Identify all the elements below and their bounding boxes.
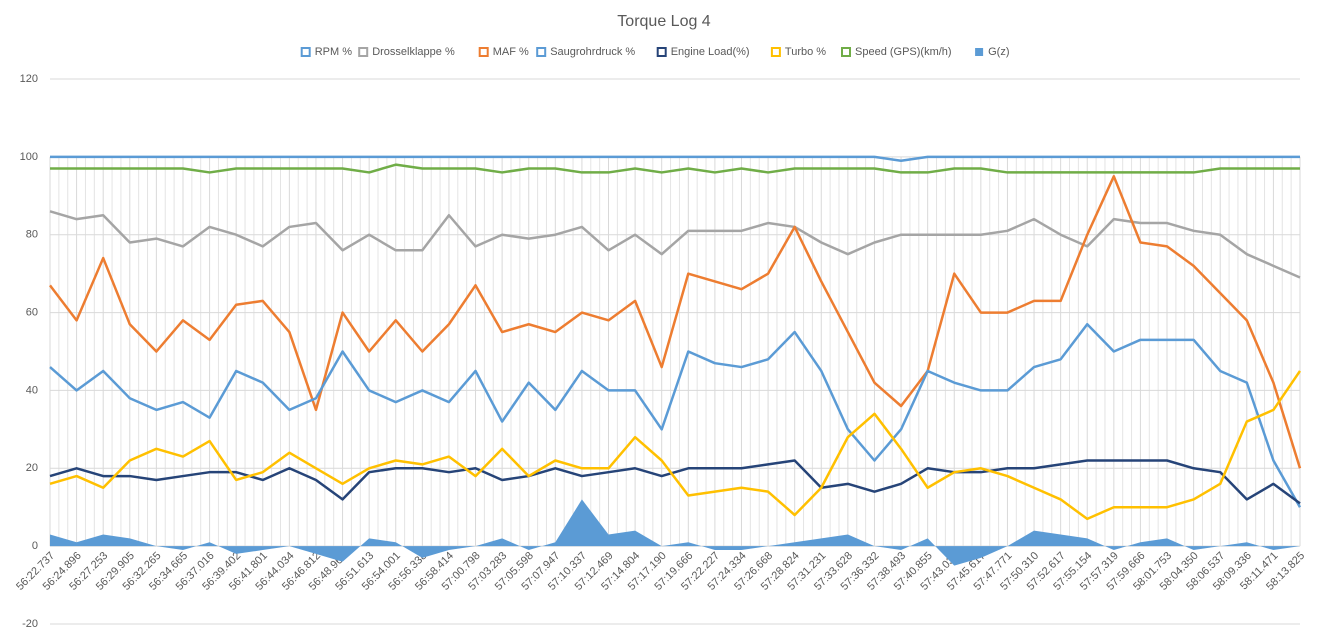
- legend-marker: [358, 47, 369, 57]
- legend-label: RPM %: [315, 46, 353, 58]
- line: [49, 323, 1302, 508]
- legend-label: Drosselklappe %: [372, 46, 455, 58]
- legend-marker: [300, 47, 311, 57]
- legend-marker: [770, 47, 781, 57]
- y-tick-label: -20: [22, 618, 38, 630]
- y-tick-label: 80: [26, 229, 38, 241]
- y-tick-label: 60: [26, 306, 38, 318]
- legend-marker: [841, 47, 851, 57]
- legend-label: G(z): [988, 46, 1009, 58]
- y-tick-label: 20: [26, 462, 38, 474]
- legend-label: Speed (GPS)(km/h): [855, 46, 952, 58]
- legend-marker: [656, 47, 667, 57]
- line: [49, 370, 1302, 521]
- legend-label: Saugrohrdruck %: [550, 46, 635, 58]
- line: [49, 175, 1302, 469]
- y-tick-label: 0: [32, 540, 38, 552]
- chart-title: Torque Log 4: [617, 13, 711, 30]
- area: [50, 499, 1300, 566]
- y-tick-label: 120: [20, 73, 38, 85]
- legend-marker: [975, 48, 984, 56]
- line: [49, 210, 1301, 279]
- y-tick-label: 40: [26, 384, 38, 396]
- legend-marker: [536, 47, 547, 57]
- legend-label: MAF %: [493, 46, 529, 58]
- legend-label: Turbo %: [785, 46, 826, 58]
- line: [50, 155, 1300, 162]
- line: [49, 459, 1301, 505]
- line: [50, 163, 1300, 174]
- y-tick-label: 100: [20, 151, 38, 163]
- legend-label: Engine Load(%): [671, 46, 750, 58]
- legend-marker: [478, 47, 489, 57]
